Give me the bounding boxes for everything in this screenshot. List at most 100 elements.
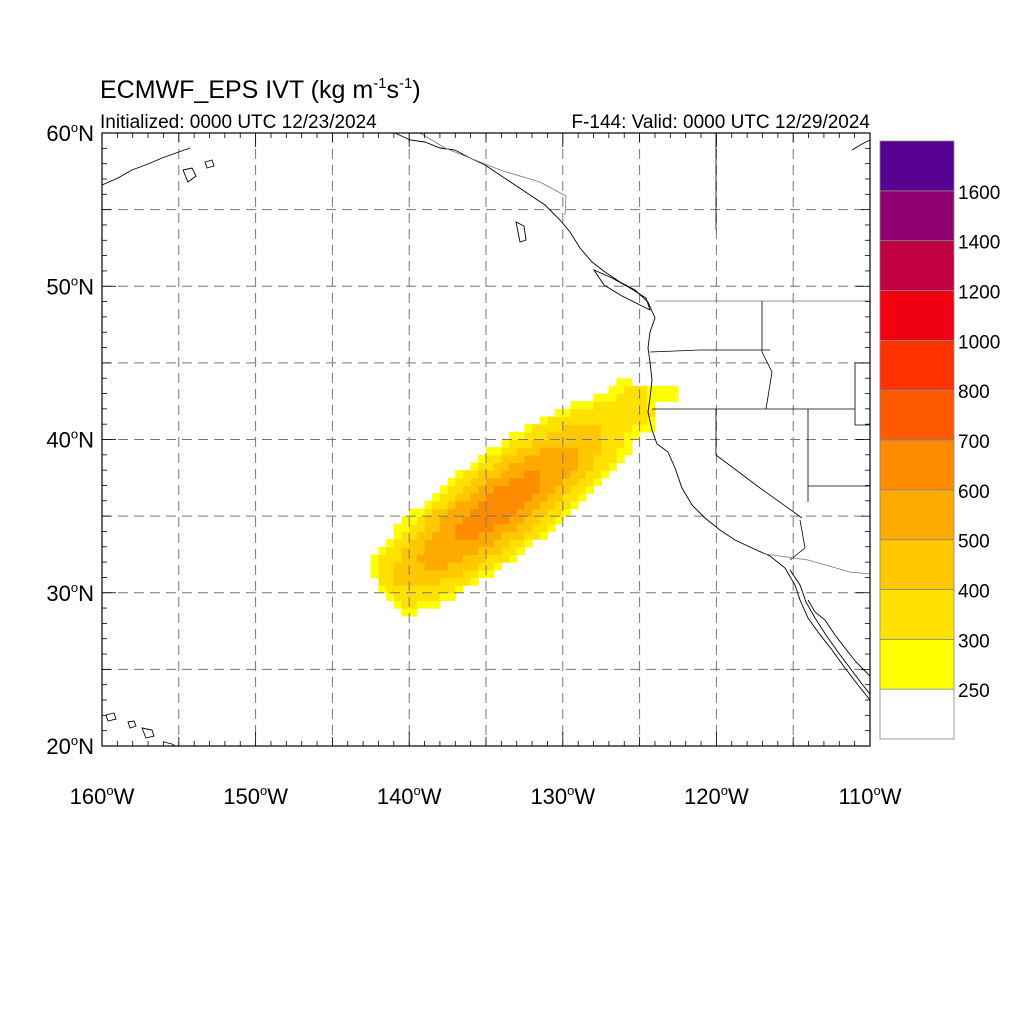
ivt-cell	[608, 454, 618, 464]
ivt-cell	[462, 500, 472, 510]
ivt-cell	[493, 500, 502, 510]
ivt-cell	[478, 531, 487, 540]
ivt-cell	[462, 477, 472, 487]
ivt-cell	[608, 462, 618, 471]
ivt-cell	[501, 546, 510, 556]
ivt-cell	[478, 569, 487, 579]
ivt-cell	[578, 424, 587, 433]
ivt-cell	[486, 539, 495, 548]
ivt-cell	[470, 569, 479, 579]
ivt-cell	[509, 454, 518, 464]
ivt-cell	[539, 500, 549, 510]
coastline-baja	[789, 569, 870, 695]
ivt-cell	[570, 470, 579, 479]
ivt-cell	[624, 431, 633, 441]
ivt-cell	[570, 462, 579, 471]
ivt-cell	[601, 470, 610, 479]
ivt-cell	[624, 378, 633, 387]
coastline-haida-gwaii	[515, 221, 527, 243]
ivt-cell	[631, 401, 641, 410]
x-tick-label: 140oW	[377, 783, 442, 809]
ivt-cell	[501, 508, 510, 517]
ivt-cell	[455, 577, 464, 586]
ivt-cell	[409, 585, 418, 594]
ivt-cell	[409, 562, 418, 571]
ivt-cell	[478, 485, 487, 494]
ivt-cell	[386, 569, 395, 579]
ivt-cell	[593, 477, 602, 487]
ivt-cell	[639, 416, 648, 425]
ivt-cell	[616, 431, 625, 441]
ivt-cell	[555, 470, 564, 479]
ivt-cell	[447, 592, 456, 602]
ivt-cell	[562, 493, 572, 502]
ivt-cell	[608, 393, 618, 402]
y-tick-label: 50oN	[46, 273, 94, 299]
ivt-cell	[555, 462, 564, 471]
ivt-cell	[555, 424, 564, 433]
ivt-cell	[447, 493, 456, 502]
ivt-cell	[509, 508, 518, 517]
ivt-cell	[608, 385, 618, 395]
ivt-cell	[539, 424, 549, 433]
x-tick-label: 160oW	[70, 783, 135, 809]
ivt-cell	[516, 516, 525, 525]
ivt-cell	[585, 401, 595, 410]
ivt-cell	[539, 485, 549, 494]
ivt-cell	[486, 562, 495, 571]
ivt-cell	[639, 393, 648, 402]
ivt-cell	[501, 516, 510, 525]
ivt-cell	[555, 500, 564, 510]
ivt-cell	[439, 585, 449, 594]
ivt-cell	[478, 508, 487, 517]
ivt-cell	[462, 546, 472, 556]
colorbar-swatch	[879, 290, 955, 341]
ivt-cell	[547, 470, 556, 479]
ivt-cell	[516, 439, 525, 448]
ivt-cell	[585, 462, 595, 471]
ivt-cell	[401, 592, 410, 602]
ivt-cell	[478, 562, 487, 571]
ivt-cell	[493, 546, 502, 556]
ivt-cell	[555, 516, 564, 525]
ivt-cell	[539, 439, 549, 448]
ivt-cell	[585, 485, 595, 494]
y-tick-label: 60oN	[46, 120, 94, 146]
ivt-cell	[593, 447, 602, 456]
ivt-cell	[578, 401, 587, 410]
ivt-cell	[647, 416, 656, 425]
ivt-cell	[370, 554, 380, 563]
ivt-cell	[547, 508, 556, 517]
ivt-cell	[393, 523, 403, 533]
ivt-cell	[524, 516, 533, 525]
ivt-cell	[555, 454, 564, 464]
ivt-cell	[447, 516, 456, 525]
ivt-cell	[516, 531, 525, 540]
ivt-cell	[516, 523, 525, 533]
ivt-cell	[562, 454, 572, 464]
ivt-cell	[439, 508, 449, 517]
ivt-cell	[616, 447, 625, 456]
ivt-cell	[370, 569, 380, 579]
ivt-cell	[478, 462, 487, 471]
ivt-cell	[570, 447, 579, 456]
ivt-cell	[509, 500, 518, 510]
ivt-cell	[401, 523, 410, 533]
ivt-cell	[393, 562, 403, 571]
ivt-cell	[486, 508, 495, 517]
ivt-cell	[432, 554, 441, 563]
ivt-cell	[455, 523, 464, 533]
ivt-cell	[493, 477, 502, 487]
ivt-cell	[409, 508, 418, 517]
ivt-cell	[455, 539, 464, 548]
ivt-cell	[470, 470, 479, 479]
ivt-cell	[486, 546, 495, 556]
ivt-cell	[608, 401, 618, 410]
ivt-cell	[532, 500, 541, 510]
coastline-alaska	[102, 147, 191, 186]
ivt-cell	[386, 577, 395, 586]
ivt-cell	[424, 531, 433, 540]
ivt-cell	[524, 531, 533, 540]
initialized-subtitle: Initialized: 0000 UTC 12/23/2024	[100, 112, 377, 133]
ivt-cell	[555, 447, 564, 456]
